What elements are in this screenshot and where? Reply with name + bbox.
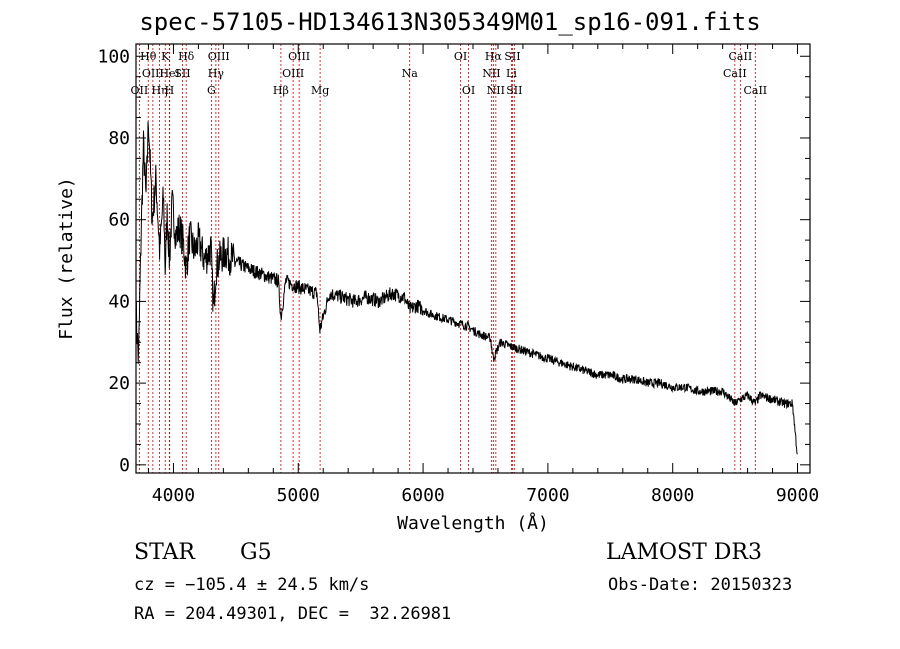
survey-name: LAMOST DR3 (606, 540, 762, 565)
plot-frame (135, 43, 811, 474)
spectrum-line (135, 121, 798, 455)
y-tick-label: 40 (108, 291, 130, 312)
y-tick-label: 100 (97, 46, 130, 67)
coordinates-text: RA = 204.49301, DEC = 32.26981 (134, 604, 452, 624)
line-label-16: Na (402, 67, 419, 80)
x-tick-label: 5000 (277, 485, 320, 506)
y-tick-label: 20 (108, 373, 130, 394)
line-label-3: Hη (151, 84, 167, 97)
line-label-23: SII (504, 50, 520, 63)
line-label-21: NII (487, 84, 505, 97)
line-label-13: OIII (282, 67, 304, 80)
line-label-1: Hθ (140, 50, 157, 63)
line-label-8: Hδ (178, 50, 195, 63)
axis-tick-labels: 4000 5000 6000 7000 8000 9000 0 20 40 60 80 100 (97, 46, 819, 506)
axis-ticks (136, 44, 810, 473)
chart-title: spec-57105-HD134613N305349M01_sp16-091.f… (139, 8, 761, 36)
y-axis-label: Flux (relative) (56, 177, 77, 340)
x-tick-label: 8000 (651, 485, 694, 506)
line-label-19: NII (482, 67, 500, 80)
line-label-5: H (165, 84, 175, 97)
x-tick-label: 4000 (152, 485, 195, 506)
line-label-18: OI (462, 84, 475, 97)
line-label-6: HeI (159, 67, 179, 80)
line-label-14: OIII (288, 50, 310, 63)
redshift-text: cz = −105.4 ± 24.5 km/s (134, 575, 370, 595)
line-label-22: Li (506, 67, 517, 80)
line-label-26: CaII (729, 50, 753, 63)
x-tick-label: 9000 (776, 485, 819, 506)
x-tick-label: 6000 (401, 485, 444, 506)
line-label-0: OII (131, 84, 149, 97)
line-label-9: G (207, 84, 216, 97)
spectral-line-markers (138, 44, 756, 473)
spectral-line-labels: OIIHθOIIIHηKHHeISIIHδGHγOIIIHβOIIIOIIIMg… (131, 50, 768, 97)
line-label-7: SII (174, 67, 190, 80)
line-label-2: OIII (142, 67, 164, 80)
y-tick-label: 60 (108, 210, 130, 231)
line-label-12: Hβ (273, 84, 289, 97)
x-axis-label: Wavelength (Å) (397, 512, 549, 534)
y-tick-label: 80 (108, 128, 130, 149)
y-tick-label: 0 (119, 455, 130, 476)
x-tick-label: 7000 (526, 485, 569, 506)
line-label-4: K (161, 50, 170, 63)
line-label-15: Mg (311, 84, 329, 97)
line-label-20: Hα (485, 50, 503, 63)
object-class: STAR (134, 540, 195, 565)
obs-date-text: Obs-Date: 20150323 (608, 575, 793, 595)
line-label-27: CaII (743, 84, 767, 97)
line-label-25: CaII (723, 67, 747, 80)
line-label-11: OIII (208, 50, 230, 63)
line-label-10: Hγ (208, 67, 225, 80)
line-label-17: OI (454, 50, 467, 63)
object-subclass: G5 (240, 540, 272, 565)
line-label-24: SII (506, 84, 522, 97)
